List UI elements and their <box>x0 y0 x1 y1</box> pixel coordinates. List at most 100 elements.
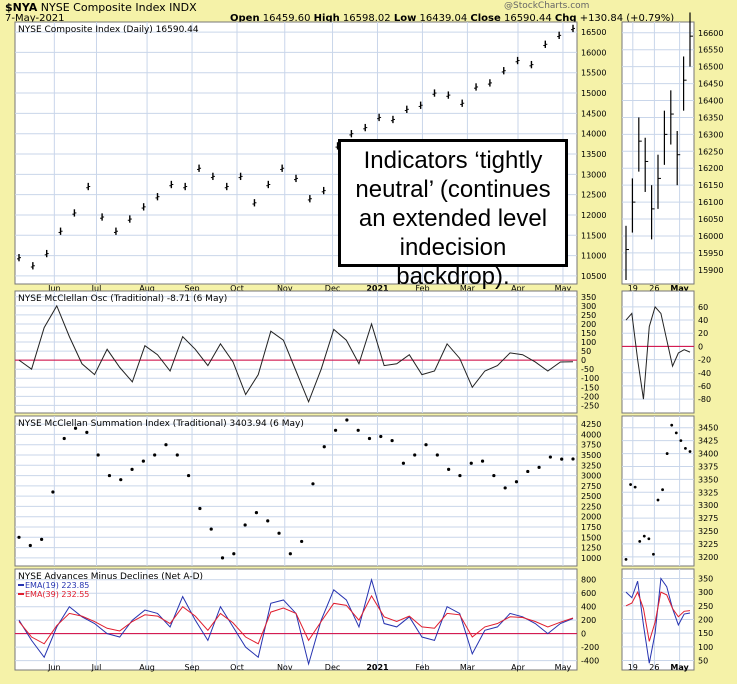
zoom-y-tick-label: 3275 <box>698 514 718 523</box>
zoom-summation-point <box>656 498 660 502</box>
zoom-y-tick-label: 100 <box>698 643 713 652</box>
summation-point <box>141 459 145 463</box>
main-x-tick-label: Dec <box>325 663 340 672</box>
zoom-summation-point <box>629 483 632 486</box>
main-y-tick-label: 3250 <box>581 461 601 470</box>
main-x-tick-label: Feb <box>415 663 429 672</box>
main-y-tick-label: 3500 <box>581 451 601 460</box>
main-x-tick-label: Apr <box>511 284 526 293</box>
summation-point <box>356 428 360 432</box>
zoom-y-tick-label: 3400 <box>698 450 718 459</box>
main-y-tick-label: 15000 <box>581 89 606 98</box>
main-y-tick-label: 0 <box>581 630 586 639</box>
zoom-y-tick-label: 16250 <box>698 147 723 156</box>
exchange: INDX <box>169 1 197 14</box>
summation-point <box>447 467 451 471</box>
main-y-tick-label: 4250 <box>581 420 601 429</box>
zoom-y-tick-label: 3200 <box>698 553 718 562</box>
open-label: Open <box>230 13 260 24</box>
main-y-tick-label: 600 <box>581 589 596 598</box>
index-name: NYSE Composite Index <box>40 1 166 14</box>
summation-point <box>40 537 44 541</box>
summation-point <box>322 445 326 449</box>
summation-point <box>96 453 100 457</box>
main-y-tick-label: 3000 <box>581 472 601 481</box>
header-symbol-line: $NYA NYSE Composite Index INDX <box>5 1 197 14</box>
zoom-summation-point <box>647 537 651 541</box>
main-x-tick-label: Nov <box>277 284 293 293</box>
main-y-tick-label: -150 <box>581 383 599 392</box>
zoom-y-tick-label: 3450 <box>698 424 718 433</box>
main-y-tick-label: -200 <box>581 392 599 401</box>
zoom-summation-point <box>633 485 637 489</box>
zoom-summation-point <box>642 534 646 538</box>
open-value: 16459.60 <box>262 13 311 24</box>
zoom-y-tick-label: 16400 <box>698 97 723 106</box>
summation-point <box>277 531 281 535</box>
main-x-tick-label: Mar <box>460 284 476 293</box>
main-y-tick-label: 2750 <box>581 482 601 491</box>
main-x-tick-label: May <box>555 284 572 293</box>
osc-panel-title: NYSE McClellan Osc (Traditional) -8.71 (… <box>18 294 227 304</box>
summation-point <box>254 511 259 515</box>
summation-point <box>85 430 89 434</box>
main-y-tick-label: 11500 <box>581 231 606 240</box>
zoom-summation-point <box>624 558 628 561</box>
main-y-tick-label: 100 <box>581 338 596 347</box>
main-x-tick-label: Sep <box>184 284 199 293</box>
zoom-plot-area-1 <box>621 290 695 414</box>
high-label: High <box>313 13 340 24</box>
zoom-y-tick-label: 16200 <box>698 164 723 173</box>
summation-point <box>367 436 372 441</box>
main-x-tick-label: Aug <box>139 284 155 293</box>
zoom-y-tick-label: 16550 <box>698 46 723 55</box>
main-y-tick-label: 1000 <box>581 554 601 563</box>
summation-point <box>73 426 78 430</box>
zoom-summation-point <box>679 439 683 443</box>
summation-point <box>424 443 428 447</box>
summation-point <box>266 519 270 523</box>
summation-point <box>51 490 55 494</box>
main-x-tick-label: Jul <box>91 663 102 672</box>
summation-point <box>492 473 496 478</box>
close-value: 16590.44 <box>503 13 552 24</box>
main-y-tick-label: 1750 <box>581 523 601 532</box>
summation-point <box>311 482 315 486</box>
summation-panel-title: NYSE McClellan Summation Index (Traditio… <box>18 419 304 429</box>
zoom-ad-series-line-1 <box>625 590 691 642</box>
symbol: $NYA <box>5 1 38 14</box>
zoom-x-tick-label: May <box>670 284 689 293</box>
main-y-tick-label: -100 <box>581 374 599 383</box>
main-y-tick-label: 16500 <box>581 28 606 37</box>
summation-point <box>130 467 134 471</box>
main-x-tick-label: Mar <box>460 663 476 672</box>
main-x-tick-label: 2021 <box>366 663 389 672</box>
summation-point <box>232 552 236 556</box>
main-y-tick-label: 2500 <box>581 492 601 501</box>
zoom-y-tick-label: 16150 <box>698 181 723 190</box>
zoom-x-tick-label: 26 <box>649 284 659 293</box>
zoom-x-tick-label: 19 <box>628 284 638 293</box>
main-y-tick-label: 4000 <box>581 430 601 439</box>
main-x-tick-label: 2021 <box>366 284 389 293</box>
zoom-summation-point <box>661 488 664 492</box>
zoom-y-tick-label: 20 <box>698 329 708 338</box>
zoom-y-tick-label: 40 <box>698 316 708 325</box>
zoom-y-tick-label: 15950 <box>698 249 723 258</box>
main-y-tick-label: 200 <box>581 320 596 329</box>
zoom-y-tick-label: 16100 <box>698 198 723 207</box>
main-x-tick-label: Jun <box>47 663 61 672</box>
zoom-summation-point <box>638 539 642 543</box>
summation-point <box>503 486 507 490</box>
zoom-y-tick-label: 3225 <box>698 540 718 549</box>
main-y-tick-label: 300 <box>581 302 596 311</box>
zoom-y-tick-label: 3425 <box>698 437 718 446</box>
zoom-y-tick-label: 3250 <box>698 527 718 536</box>
summation-point <box>435 453 439 457</box>
zoom-y-tick-label: -80 <box>698 395 711 404</box>
header-ohlc: Open 16459.60 High 16598.02 Low 16439.04… <box>230 13 674 24</box>
summation-point <box>107 473 112 478</box>
chg-value: +130.84 (+0.79%) <box>579 13 675 24</box>
close-label: Close <box>470 13 501 24</box>
main-x-tick-label: Dec <box>325 284 340 293</box>
